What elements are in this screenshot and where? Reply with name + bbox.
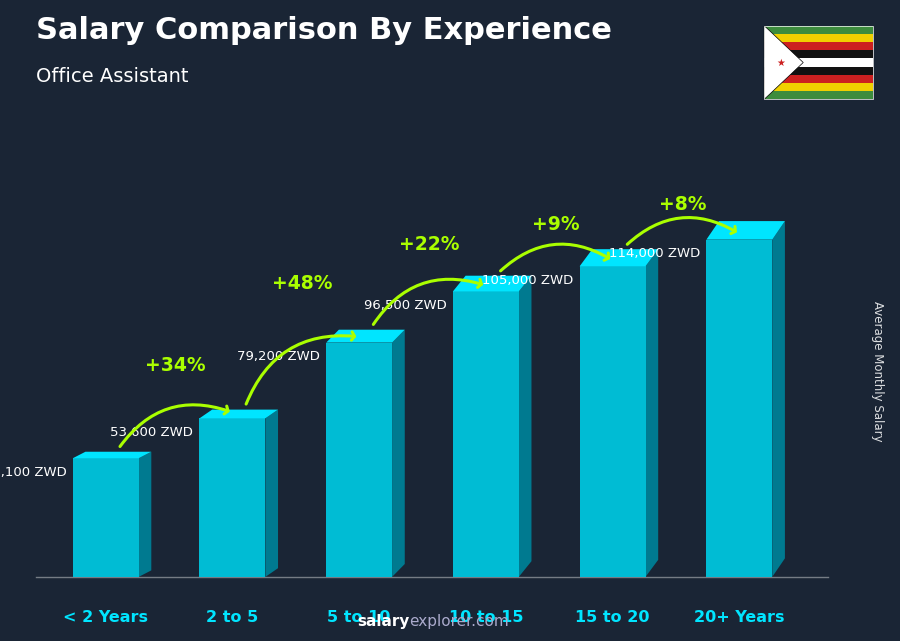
Bar <box>764 50 873 58</box>
Bar <box>764 67 873 75</box>
Text: 20+ Years: 20+ Years <box>694 610 785 624</box>
Text: Salary Comparison By Experience: Salary Comparison By Experience <box>36 16 612 45</box>
Polygon shape <box>764 26 803 99</box>
Bar <box>580 266 645 577</box>
Bar <box>764 58 873 67</box>
Bar <box>200 419 266 577</box>
Polygon shape <box>580 249 658 266</box>
Polygon shape <box>266 410 278 577</box>
Text: Office Assistant: Office Assistant <box>36 67 188 87</box>
Bar <box>326 342 392 577</box>
Bar <box>764 34 873 42</box>
Text: < 2 Years: < 2 Years <box>63 610 148 624</box>
Text: 40,100 ZWD: 40,100 ZWD <box>0 466 67 479</box>
Text: +8%: +8% <box>659 195 706 213</box>
Bar <box>453 292 518 577</box>
Bar <box>764 26 873 99</box>
Text: salary: salary <box>357 615 410 629</box>
Text: 15 to 20: 15 to 20 <box>575 610 650 624</box>
Text: +22%: +22% <box>399 235 459 254</box>
Polygon shape <box>139 452 151 577</box>
Polygon shape <box>518 276 532 577</box>
Polygon shape <box>326 329 405 342</box>
Text: ★: ★ <box>777 58 786 67</box>
Text: Average Monthly Salary: Average Monthly Salary <box>871 301 884 442</box>
Text: +48%: +48% <box>272 274 332 293</box>
Polygon shape <box>772 221 785 577</box>
Text: +34%: +34% <box>145 356 206 374</box>
Text: 79,200 ZWD: 79,200 ZWD <box>237 350 320 363</box>
Text: 114,000 ZWD: 114,000 ZWD <box>608 247 700 260</box>
Bar <box>764 26 873 34</box>
Text: 53,600 ZWD: 53,600 ZWD <box>111 426 194 439</box>
Bar <box>764 42 873 50</box>
Bar <box>73 458 139 577</box>
Text: 2 to 5: 2 to 5 <box>206 610 258 624</box>
Text: +9%: +9% <box>532 215 580 235</box>
Bar <box>764 75 873 83</box>
Text: 10 to 15: 10 to 15 <box>448 610 523 624</box>
Polygon shape <box>645 249 658 577</box>
Polygon shape <box>200 410 278 419</box>
Bar <box>764 91 873 99</box>
Polygon shape <box>392 329 405 577</box>
Text: 96,500 ZWD: 96,500 ZWD <box>364 299 446 312</box>
Polygon shape <box>706 221 785 240</box>
Text: 105,000 ZWD: 105,000 ZWD <box>482 274 573 287</box>
Text: 5 to 10: 5 to 10 <box>328 610 391 624</box>
Polygon shape <box>453 276 532 292</box>
Text: explorer.com: explorer.com <box>410 615 509 629</box>
Polygon shape <box>73 452 151 458</box>
Bar <box>706 240 772 577</box>
Bar <box>764 83 873 91</box>
